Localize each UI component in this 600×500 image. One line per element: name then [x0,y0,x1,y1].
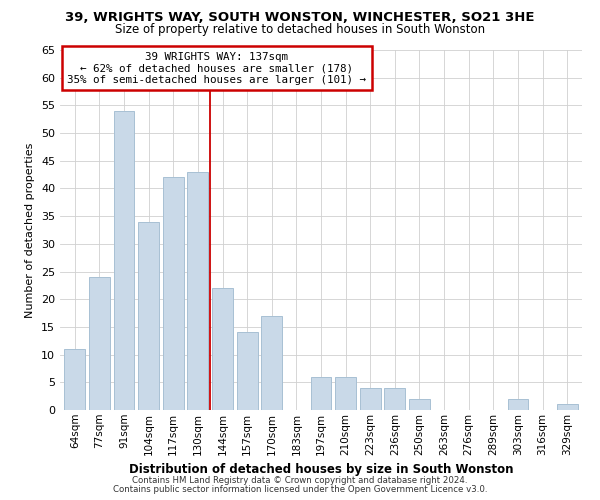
Bar [508,399,529,410]
Bar [64,349,85,410]
Bar [360,388,381,410]
Bar [163,178,184,410]
Bar [89,277,110,410]
X-axis label: Distribution of detached houses by size in South Wonston: Distribution of detached houses by size … [129,463,513,476]
Bar [409,399,430,410]
Bar [311,377,331,410]
Bar [261,316,282,410]
Y-axis label: Number of detached properties: Number of detached properties [25,142,35,318]
Bar [335,377,356,410]
Text: Contains public sector information licensed under the Open Government Licence v3: Contains public sector information licen… [113,485,487,494]
Bar [187,172,208,410]
Text: Contains HM Land Registry data © Crown copyright and database right 2024.: Contains HM Land Registry data © Crown c… [132,476,468,485]
Bar [236,332,257,410]
Text: Size of property relative to detached houses in South Wonston: Size of property relative to detached ho… [115,22,485,36]
Text: 39, WRIGHTS WAY, SOUTH WONSTON, WINCHESTER, SO21 3HE: 39, WRIGHTS WAY, SOUTH WONSTON, WINCHEST… [65,11,535,24]
Text: 39 WRIGHTS WAY: 137sqm
← 62% of detached houses are smaller (178)
35% of semi-de: 39 WRIGHTS WAY: 137sqm ← 62% of detached… [67,52,366,85]
Bar [113,111,134,410]
Bar [385,388,406,410]
Bar [138,222,159,410]
Bar [212,288,233,410]
Bar [557,404,578,410]
